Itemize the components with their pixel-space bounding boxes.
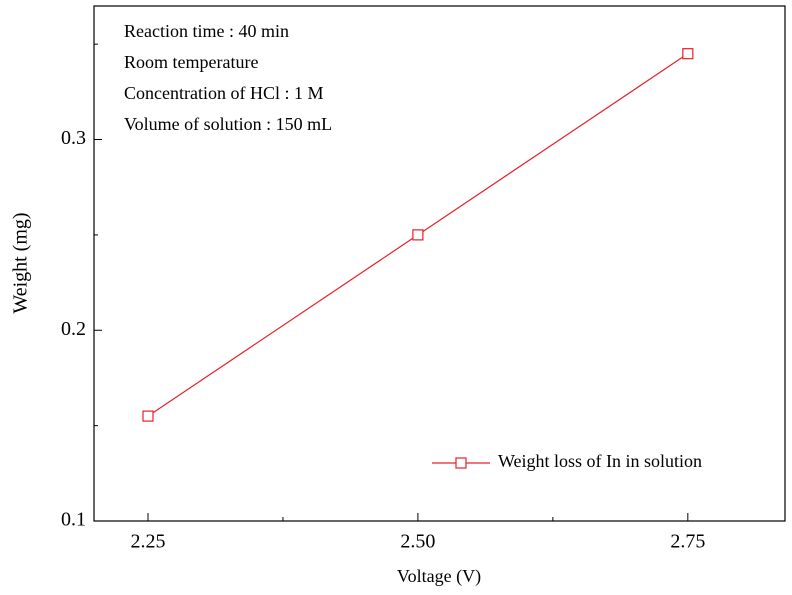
y-axis-label: Weight (mg): [10, 212, 32, 313]
annotation: Room temperature: [124, 52, 258, 72]
legend-label: Weight loss of In in solution: [498, 451, 702, 471]
data-point: [412, 229, 424, 241]
annotation: Reaction time : 40 min: [124, 21, 289, 41]
legend-marker: [455, 457, 467, 469]
y-tick-label: 0.2: [61, 318, 86, 340]
x-tick-label: 2.75: [670, 531, 705, 553]
annotation: Concentration of HCl : 1 M: [124, 83, 323, 103]
x-axis-label: Voltage (V): [397, 566, 481, 587]
plot-frame: [93, 5, 786, 522]
x-tick-label: 2.25: [130, 531, 165, 553]
x-tick-label: 2.50: [400, 531, 435, 553]
data-point: [142, 410, 154, 422]
y-tick-label: 0.1: [61, 509, 86, 531]
annotation: Volume of solution : 150 mL: [124, 114, 332, 134]
y-tick-label: 0.3: [61, 127, 86, 149]
data-point: [682, 48, 694, 60]
